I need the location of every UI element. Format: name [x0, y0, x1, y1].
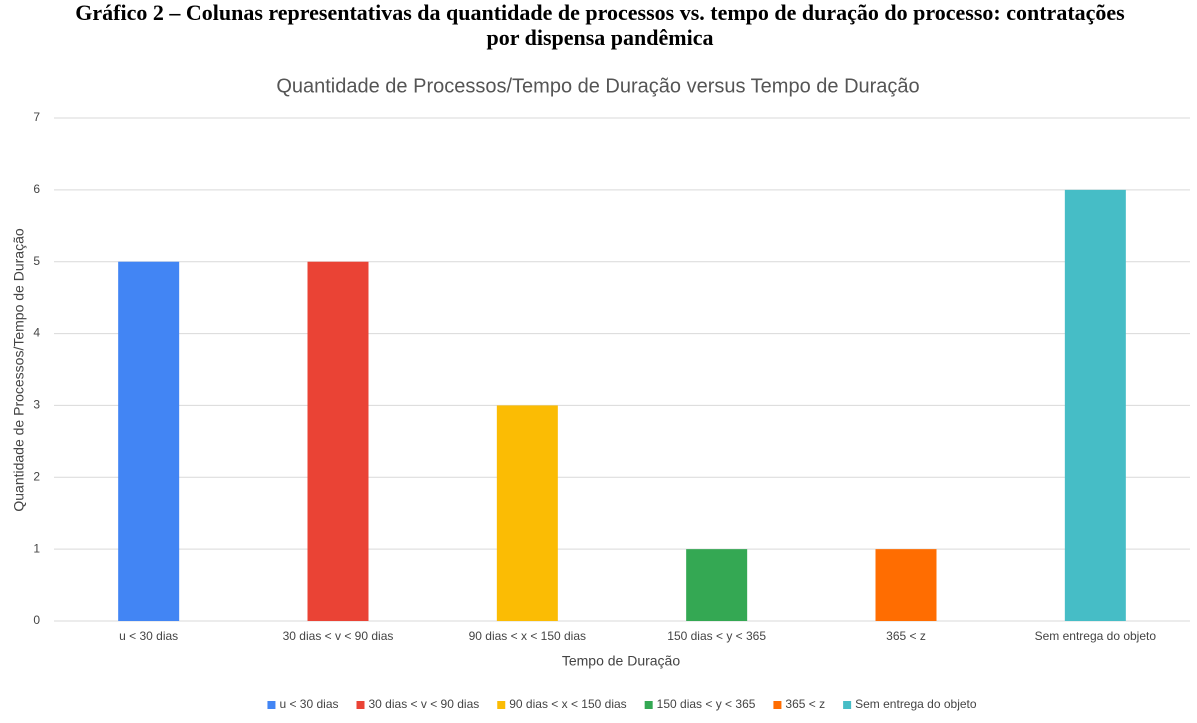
y-tick-label: 6 [33, 182, 40, 196]
y-tick-label: 3 [33, 398, 40, 412]
y-tick-label: 7 [33, 110, 40, 124]
x-tick-label: 150 dias < y < 365 [667, 629, 766, 643]
y-axis-label: Quantidade de Processos/Tempo de Duração [11, 228, 27, 511]
chart-title: Quantidade de Processos/Tempo de Duração… [276, 75, 919, 97]
legend-swatch [356, 701, 365, 709]
bar [686, 549, 748, 621]
bar [875, 549, 937, 621]
legend-label: 30 dias < v < 90 dias [369, 697, 480, 711]
bar [118, 261, 180, 621]
legend-swatch [267, 701, 276, 709]
y-tick-label: 2 [33, 469, 40, 483]
x-tick-label: 90 dias < x < 150 dias [469, 629, 586, 643]
y-tick-label: 1 [33, 541, 40, 555]
legend-swatch [843, 701, 852, 709]
x-tick-label: Sem entrega do objeto [1035, 629, 1157, 643]
bar [496, 405, 558, 621]
y-tick-label: 0 [33, 613, 40, 627]
legend-swatch [773, 701, 782, 709]
bar [1064, 189, 1126, 621]
legend-swatch [644, 701, 653, 709]
bar [307, 261, 369, 621]
x-tick-label: 30 dias < v < 90 dias [283, 629, 394, 643]
legend-label: 90 dias < x < 150 dias [509, 697, 626, 711]
legend-label: u < 30 dias [279, 697, 338, 711]
legend-label: 150 dias < y < 365 [657, 697, 756, 711]
figure-caption: Gráfico 2 – Colunas representativas da q… [75, 0, 1125, 50]
x-tick-label: 365 < z [886, 629, 926, 643]
legend-label: 365 < z [785, 697, 825, 711]
x-tick-label: u < 30 dias [119, 629, 178, 643]
legend-label: Sem entrega do objeto [855, 697, 977, 711]
y-tick-label: 4 [33, 326, 40, 340]
y-tick-label: 5 [33, 254, 40, 268]
x-axis-label: Tempo de Duração [562, 653, 681, 669]
legend-swatch [497, 701, 506, 709]
